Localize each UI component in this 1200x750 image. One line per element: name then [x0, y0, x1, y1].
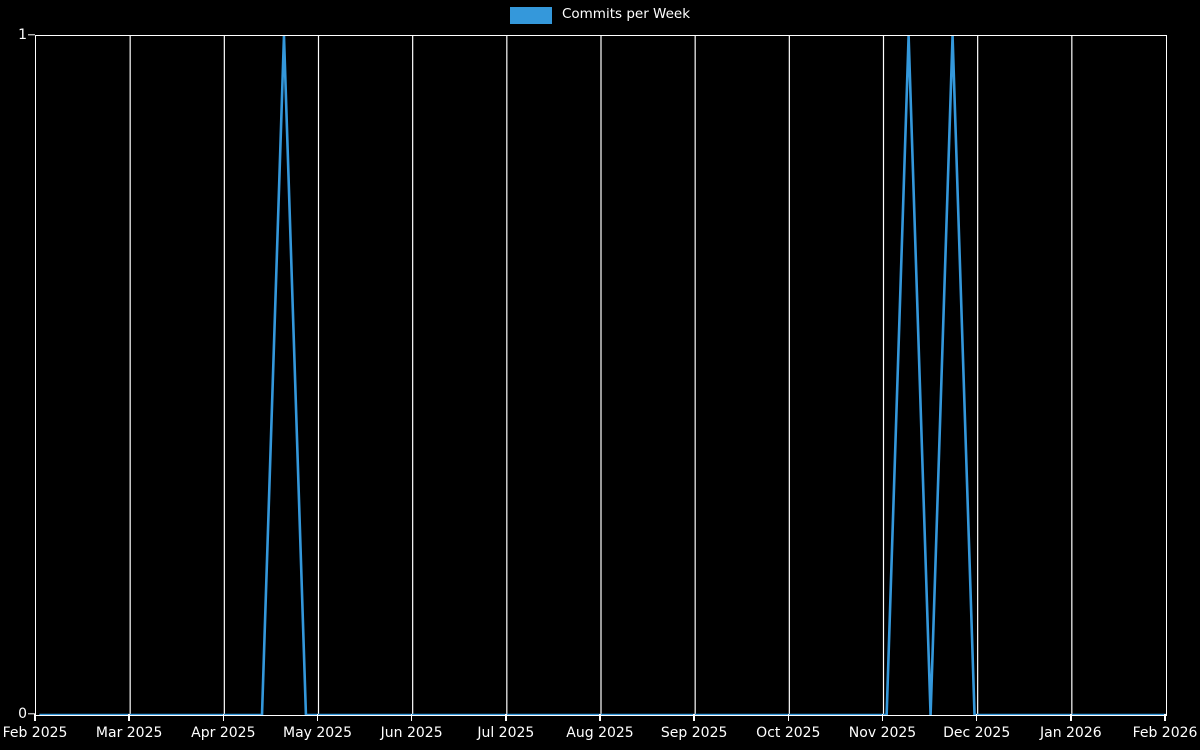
- x-tick-label: Jan 2026: [1039, 725, 1102, 741]
- legend-entry-commits-per-week: Commits per Week: [509, 6, 691, 24]
- y-tick-mark: [28, 713, 35, 715]
- x-tick-label: Aug 2025: [566, 725, 634, 741]
- x-tick-label: Sep 2025: [660, 725, 728, 741]
- x-tick-label: Dec 2025: [943, 725, 1011, 741]
- x-tick-mark: [410, 714, 413, 721]
- chart-legend: Commits per Week: [0, 0, 1200, 30]
- plot-area: [35, 35, 1167, 716]
- x-tick-label: Nov 2025: [848, 725, 917, 741]
- x-tick-mark: [599, 714, 601, 721]
- x-tick-label: Oct 2025: [756, 725, 821, 741]
- x-tick-mark: [316, 714, 319, 721]
- x-tick-mark: [693, 714, 695, 721]
- legend-label: Commits per Week: [561, 6, 691, 23]
- x-tick-label: Feb 2025: [2, 725, 68, 741]
- x-axis-ticks: Feb 2025 Mar 2025 Apr 2025 May 2025 Jun 2025…: [0, 714, 1200, 750]
- x-tick-mark: [881, 714, 884, 721]
- x-tick-label: Jun 2025: [380, 725, 443, 741]
- x-tick-mark: [34, 714, 36, 721]
- x-tick-mark: [128, 714, 130, 721]
- x-tick-mark: [505, 714, 507, 721]
- x-tick-mark: [1070, 714, 1072, 721]
- y-tick-mark: [28, 34, 35, 36]
- x-tick-mark: [787, 714, 790, 721]
- x-tick-label: Apr 2025: [191, 725, 256, 741]
- y-tick-label: 1: [18, 27, 27, 43]
- series-line-commits-per-week: [36, 36, 1166, 715]
- x-tick-mark: [975, 714, 978, 721]
- x-tick-label: Jul 2025: [477, 725, 535, 741]
- x-tick-label: May 2025: [282, 725, 353, 741]
- x-tick-mark: [1164, 714, 1166, 721]
- legend-swatch-icon: [509, 6, 552, 24]
- grid-lines: [36, 36, 1166, 715]
- x-tick-label: Feb 2026: [1132, 725, 1198, 741]
- y-tick-label: 0: [18, 706, 27, 722]
- x-tick-label: Mar 2025: [95, 725, 163, 741]
- x-tick-mark: [222, 714, 225, 721]
